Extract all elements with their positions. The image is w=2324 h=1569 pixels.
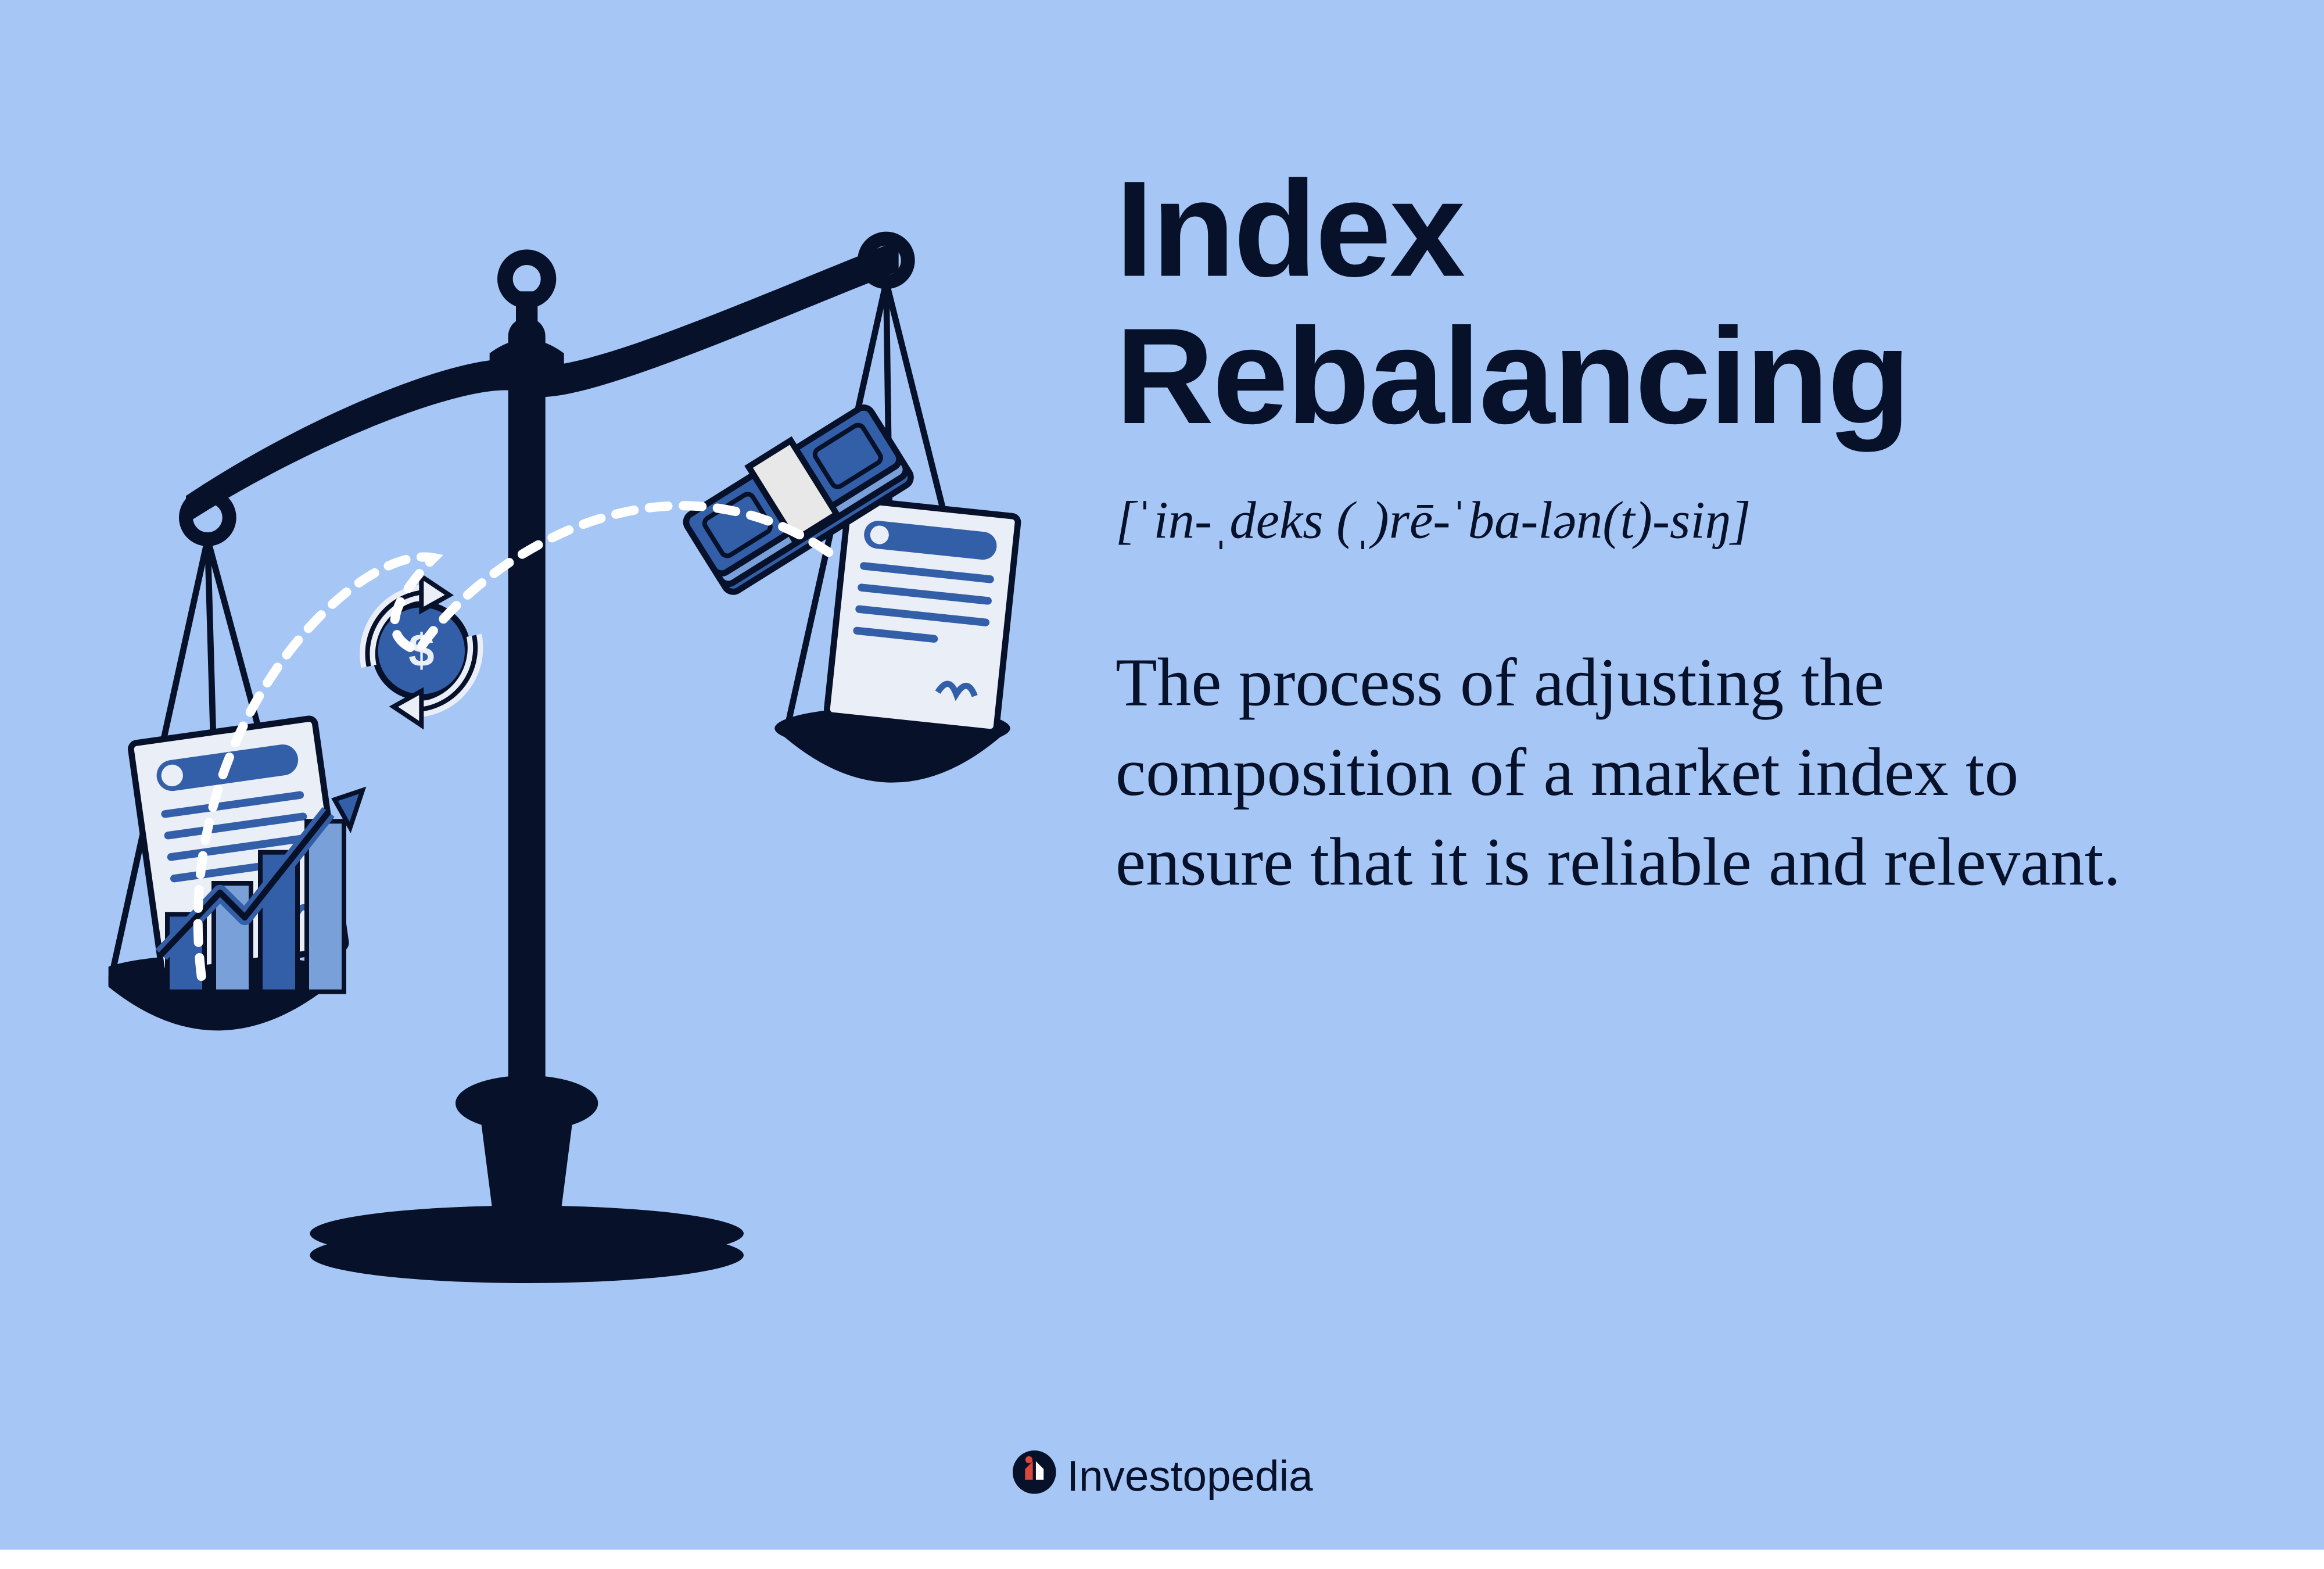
brand-footer: Investopedia	[1011, 1449, 1312, 1503]
pronunciation: [ˈin-ˌdeks (ˌ)rē-ˈba-lən(t)-siŋ]	[1116, 493, 2169, 551]
certificate-right-icon	[826, 499, 1018, 733]
brand-name: Investopedia	[1067, 1451, 1312, 1500]
text-column: Index Rebalancing [ˈin-ˌdeks (ˌ)rē-ˈba-l…	[1116, 155, 2169, 909]
definition-card: $ Index Rebalancing [ˈin-ˌdeks (ˌ)rē-ˈba…	[0, 0, 2324, 1550]
investopedia-logo-icon	[1011, 1449, 1057, 1503]
balance-scale-illustration: $	[109, 170, 1023, 1286]
term-title: Index Rebalancing	[1116, 155, 2169, 450]
exchange-dollar-icon: $	[368, 576, 476, 725]
definition-body: The process of adjusting the composition…	[1116, 639, 2169, 909]
